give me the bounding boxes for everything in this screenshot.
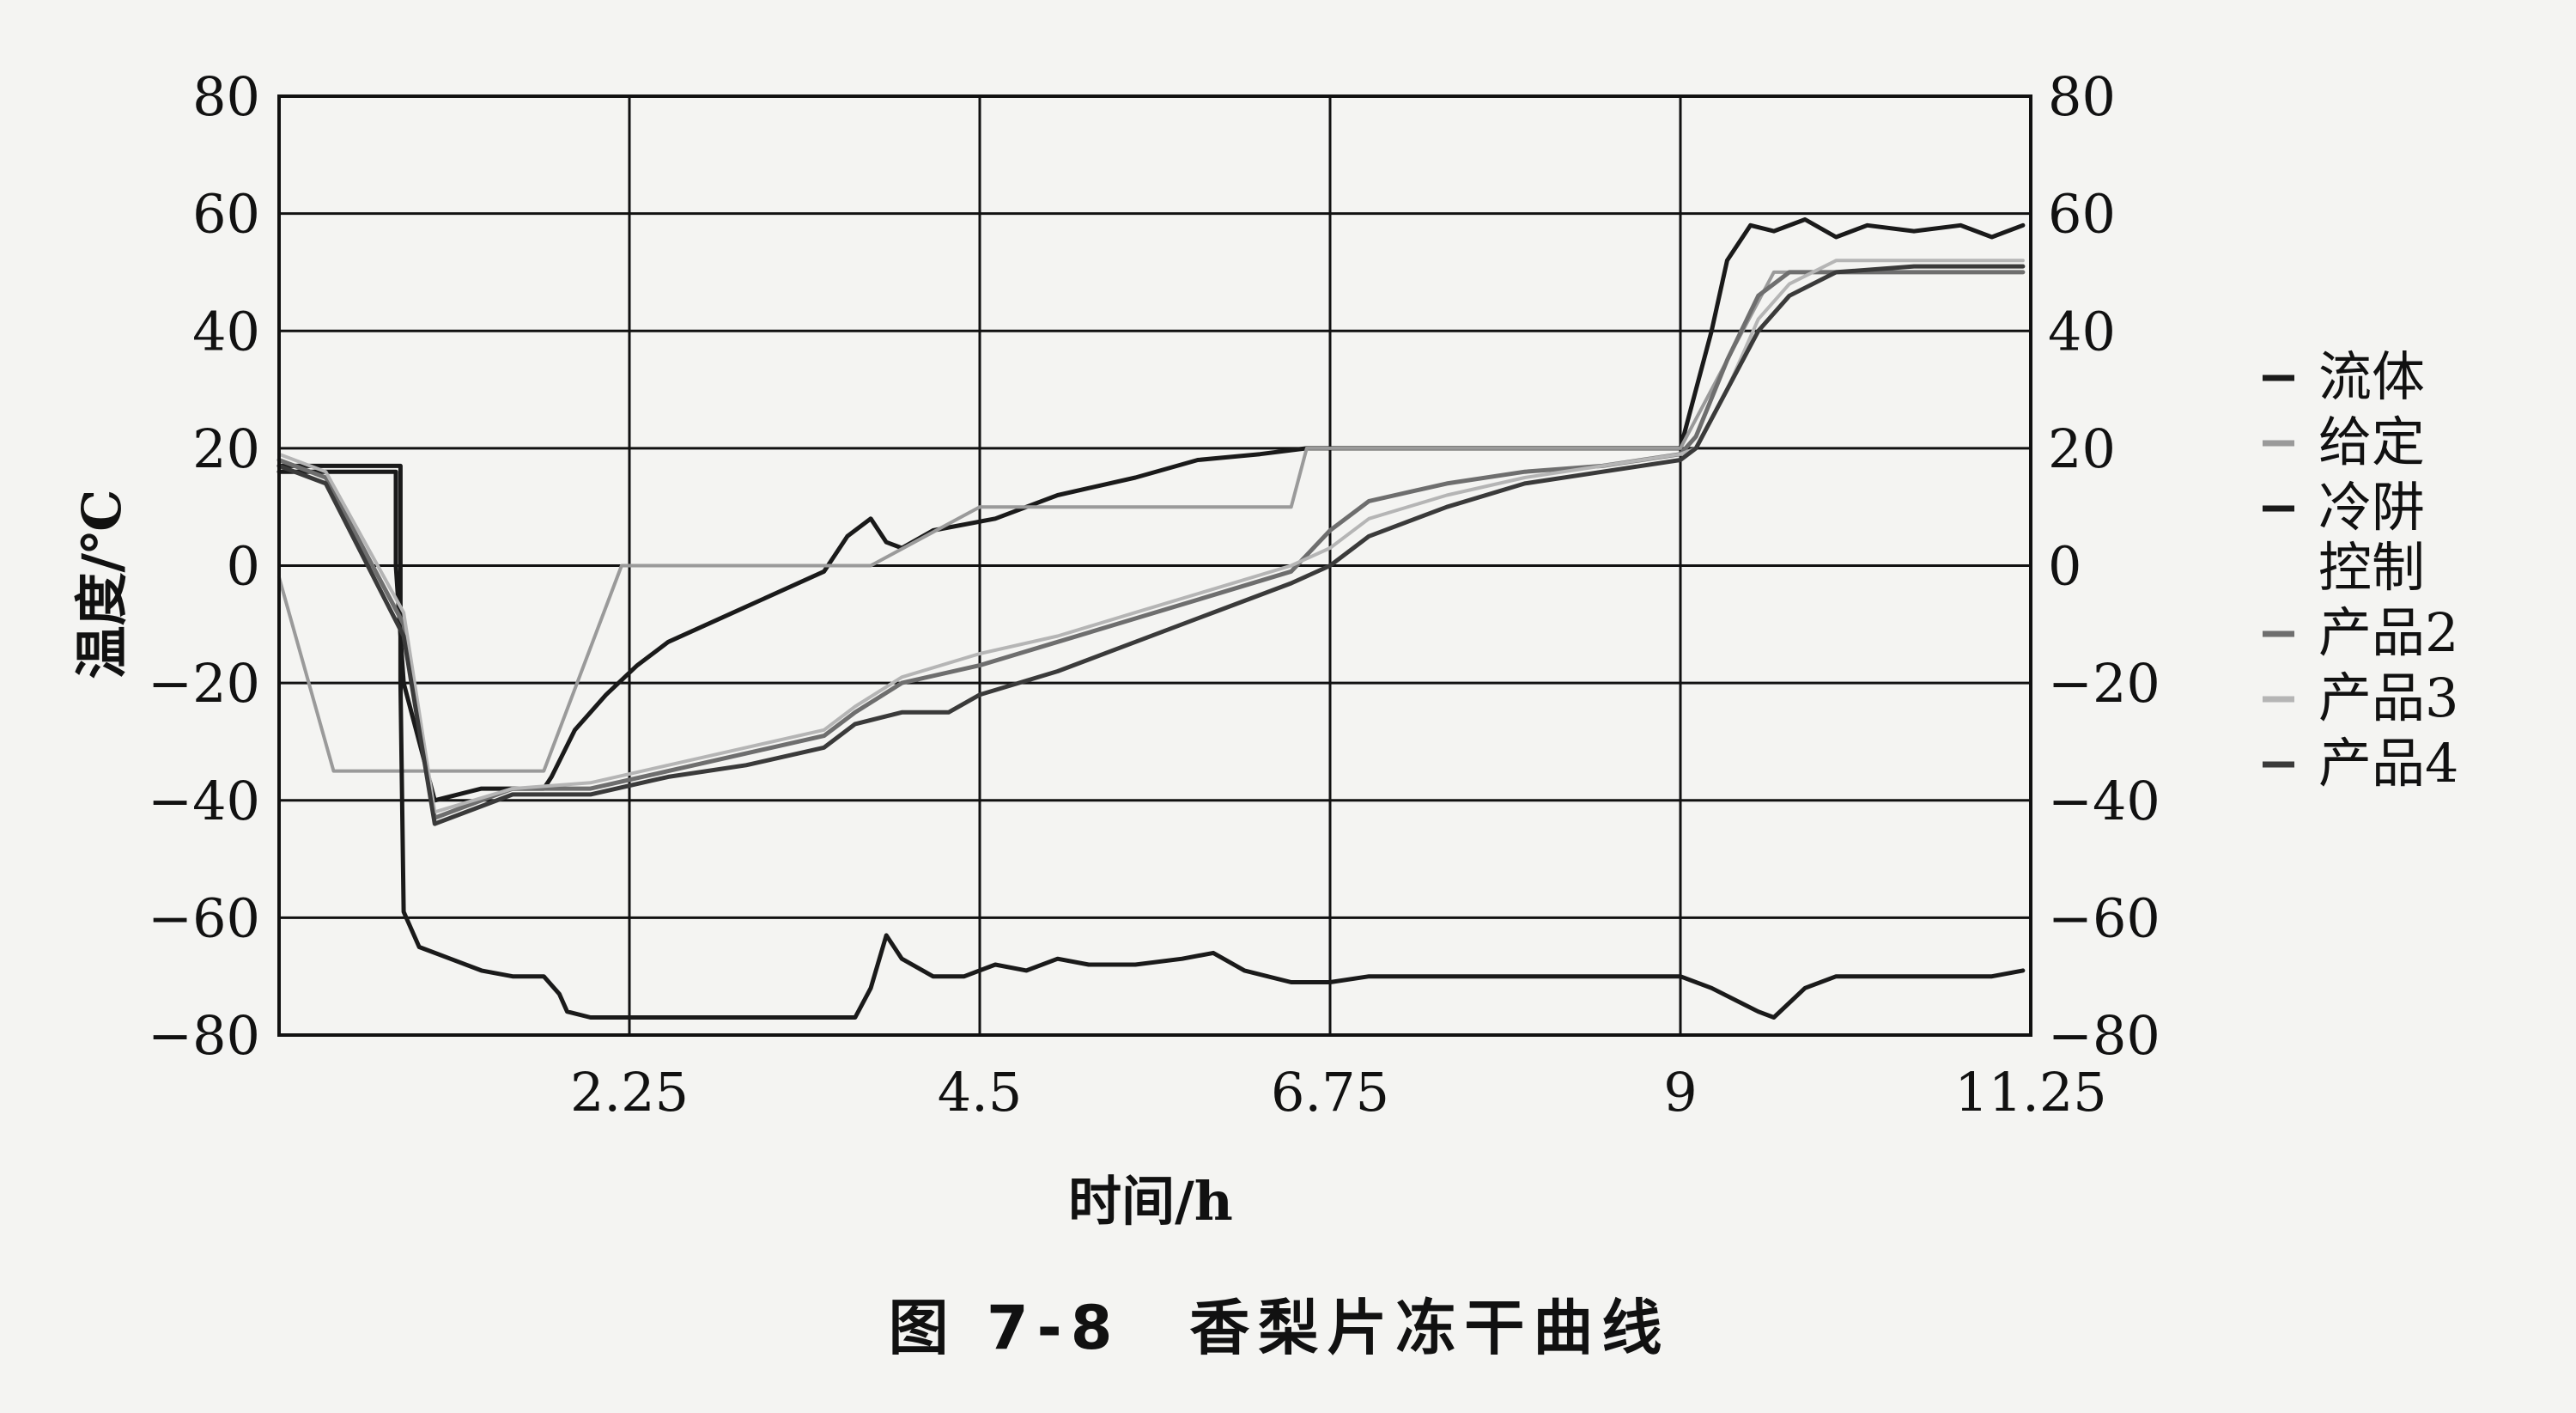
legend-entry-1: 流体	[2263, 345, 2425, 408]
series-line-2	[277, 270, 2025, 773]
y-tick-label-right: −60	[2048, 886, 2160, 949]
legend-label: 产品3	[2318, 667, 2458, 729]
legend-label: 冷阱	[2318, 476, 2425, 539]
legend-label: 产品2	[2318, 601, 2458, 664]
x-tick-label: 2.25	[570, 1061, 689, 1124]
legend-entry-5: 产品3	[2263, 667, 2458, 729]
y-tick-label-right: 80	[2048, 65, 2116, 128]
series-line-5	[277, 259, 2025, 814]
series-line-3	[276, 463, 2026, 1020]
legend-entry-2: 给定	[2263, 411, 2425, 473]
y-tick-label-left: 40	[192, 300, 260, 362]
legend-entry-6: 产品4	[2263, 732, 2458, 795]
y-tick-label-left: −80	[148, 1004, 260, 1067]
y-tick-label-left: −60	[148, 886, 260, 949]
series-layer	[276, 217, 2026, 1020]
figure-caption: 图 7-8 香梨片冻干曲线	[889, 1293, 1671, 1363]
plot-frame	[277, 94, 2032, 1037]
y-tick-label-right: −20	[2048, 652, 2160, 715]
x-tick-label: 4.5	[938, 1061, 1023, 1124]
series-line-6	[276, 264, 2026, 826]
y-tick-label-right: 0	[2048, 535, 2081, 598]
x-tick-label: 9	[1663, 1061, 1697, 1124]
y-tick-label-left: −20	[148, 652, 260, 715]
x-axis-label: 时间/h	[1068, 1170, 1233, 1233]
ticks-layer: −80 −80 −60 −60 −40 −40 −20 −20 0 0 20 20 40 40 60 60 80…	[148, 65, 2160, 1124]
series-line-4	[276, 270, 2026, 820]
legend-label: 控制	[2318, 536, 2425, 599]
y-tick-label-right: 60	[2048, 183, 2116, 246]
legend-label: 给定	[2318, 411, 2425, 473]
y-tick-label-left: −40	[148, 770, 260, 832]
x-tick-label: 6.75	[1271, 1061, 1389, 1124]
legend-label: 产品4	[2318, 732, 2458, 795]
y-tick-label-left: 0	[227, 535, 260, 598]
y-tick-label-left: 80	[192, 65, 260, 128]
y-tick-label-left: 20	[192, 417, 260, 480]
x-tick-label: 11.25	[1954, 1061, 2107, 1124]
y-tick-label-right: 20	[2048, 417, 2116, 480]
y-tick-label-right: −80	[2048, 1004, 2160, 1067]
series-line-1	[276, 217, 2026, 803]
y-tick-label-right: −40	[2048, 770, 2160, 832]
y-axis-label: 温度/℃	[70, 490, 133, 679]
legend-label: 流体	[2318, 345, 2425, 408]
legend-entry-4: 产品2	[2263, 601, 2458, 664]
y-tick-label-right: 40	[2048, 300, 2116, 362]
y-tick-label-left: 60	[192, 183, 260, 246]
